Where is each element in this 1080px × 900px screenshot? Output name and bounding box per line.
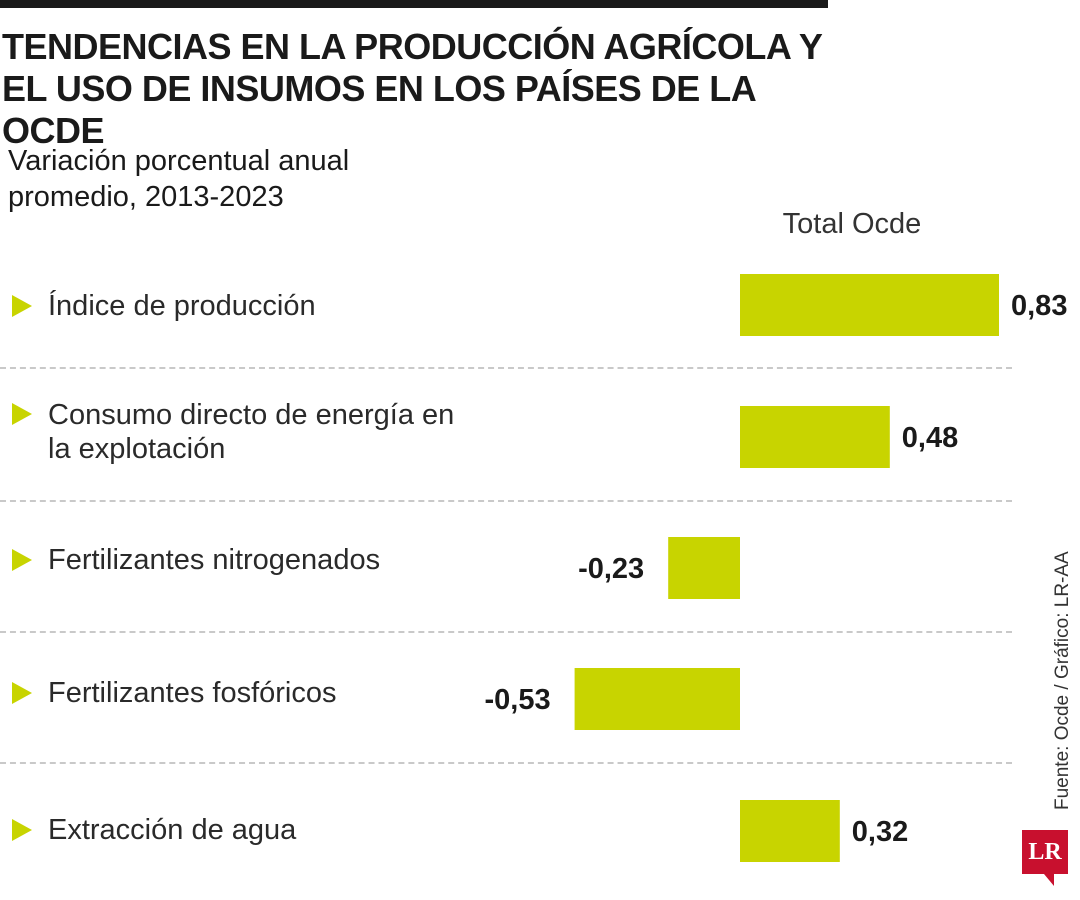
category-label: Extracción de agua	[48, 814, 297, 846]
bar	[740, 800, 840, 862]
bar	[574, 668, 740, 730]
triangle-bullet-icon	[12, 295, 32, 317]
bar	[740, 406, 890, 468]
data-label: 0,48	[902, 422, 958, 454]
row-divider	[0, 631, 1012, 633]
category-label: Consumo directo de energía en la explota…	[48, 399, 455, 465]
row-divider	[0, 762, 1012, 764]
data-label: -0,53	[484, 684, 550, 716]
chart-subtitle: Variación porcentual anual promedio, 201…	[8, 145, 350, 213]
category-label: Fertilizantes fosfóricos	[48, 677, 337, 709]
bar	[668, 537, 740, 599]
bar	[740, 274, 999, 336]
chart-title: TENDENCIAS EN LA PRODUCCIÓN AGRÍCOLA Y E…	[2, 26, 822, 151]
data-label: 0,32	[852, 816, 908, 848]
logo-tail	[1044, 874, 1054, 886]
category-label: Índice de producción	[48, 290, 316, 322]
triangle-bullet-icon	[12, 682, 32, 704]
category-label: Fertilizantes nitrogenados	[48, 544, 381, 576]
triangle-bullet-icon	[12, 819, 32, 841]
data-label: -0,23	[578, 553, 644, 585]
row-divider	[0, 367, 1012, 369]
triangle-bullet-icon	[12, 403, 32, 425]
source-note: Fuente: Ocde / Gráfico: LR-AA	[1052, 551, 1073, 810]
lr-logo-icon: LR	[1022, 830, 1068, 874]
row-divider	[0, 500, 1012, 502]
data-label: 0,83	[1011, 290, 1067, 322]
series-label: Total Ocde	[782, 208, 922, 240]
top-rule	[0, 0, 828, 8]
triangle-bullet-icon	[12, 549, 32, 571]
